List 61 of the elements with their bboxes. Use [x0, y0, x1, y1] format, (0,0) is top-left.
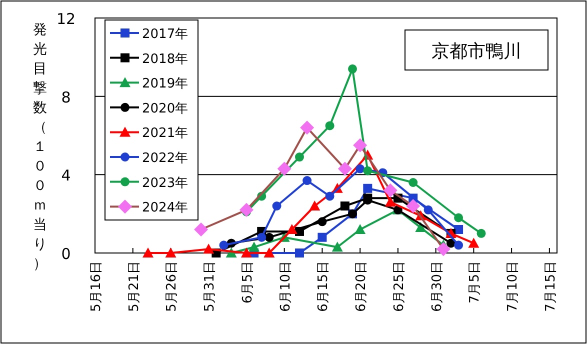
point	[248, 242, 260, 252]
point	[203, 244, 214, 254]
legend-label: 2023年	[142, 176, 188, 191]
x-tick-label: 5月31日	[202, 261, 218, 312]
x-tick-label: 6月15日	[316, 261, 332, 312]
point	[264, 232, 274, 242]
point	[318, 232, 327, 242]
point	[424, 205, 433, 214]
point	[142, 248, 154, 258]
legend-label: 2020年	[142, 101, 188, 116]
x-tick-label: 6月10日	[278, 261, 294, 312]
point	[363, 184, 372, 193]
point	[165, 248, 176, 258]
point	[332, 242, 343, 252]
x-tick-label: 6月5日	[240, 261, 256, 304]
point	[384, 196, 396, 207]
point	[294, 152, 304, 162]
point	[454, 225, 464, 234]
point	[286, 224, 298, 234]
x-tick-label: 5月21日	[126, 261, 142, 312]
x-tick-label: 7月5日	[468, 261, 483, 304]
y-tick-label: 0	[61, 245, 71, 263]
x-tick-label: 6月20日	[354, 261, 370, 312]
point	[348, 64, 358, 74]
x-tick-label: 7月10日	[506, 261, 521, 312]
legend-label: 2017年	[142, 27, 188, 42]
point	[257, 232, 266, 242]
point	[468, 238, 480, 248]
point	[318, 217, 327, 226]
point	[309, 200, 320, 210]
point	[476, 228, 486, 238]
point	[240, 248, 252, 258]
point	[219, 240, 228, 250]
point	[356, 164, 365, 174]
x-tick-label: 6月25日	[392, 261, 407, 312]
legend-label: 2022年	[142, 151, 188, 166]
point	[272, 202, 282, 210]
point	[264, 248, 275, 258]
point	[454, 213, 464, 222]
y-tick-label: 4	[61, 166, 71, 185]
x-tick-label: 6月30日	[430, 261, 445, 312]
point	[325, 192, 334, 201]
legend-label: 2021年	[142, 126, 188, 142]
point	[340, 202, 350, 210]
y-tick-label: 12	[56, 10, 76, 28]
x-tick-label: 5月26日	[164, 261, 180, 312]
text: 京都市鴨川	[432, 41, 522, 62]
point	[294, 248, 304, 258]
legend-label: 2018年	[142, 52, 188, 67]
point	[363, 166, 372, 176]
point	[302, 176, 312, 186]
text: 発光目撃数（１００ｍ当り）	[33, 22, 47, 272]
point	[454, 240, 464, 250]
point	[354, 224, 366, 234]
point	[408, 178, 418, 187]
point	[325, 121, 334, 130]
y-tick-label: 8	[61, 88, 71, 106]
x-tick-label: 5月16日	[89, 261, 104, 312]
x-tick-label: 7月15日	[543, 261, 558, 312]
legend-label: 2024年	[142, 200, 188, 216]
legend-label: 2019年	[142, 76, 188, 92]
